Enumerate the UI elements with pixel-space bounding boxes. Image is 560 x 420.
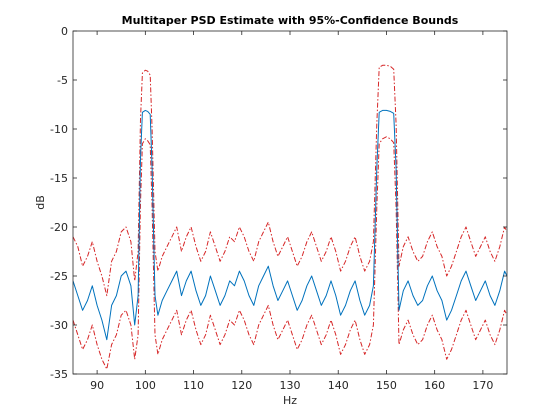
series-line-upper-bound [73,64,507,297]
x-tick-label: 100 [135,379,156,392]
x-tick-label: 170 [472,379,493,392]
y-tick-label: -15 [50,172,68,185]
x-tick-label: 150 [376,379,397,392]
plot-area [73,31,507,374]
series-layer [73,64,507,370]
x-tick-label: 130 [280,379,301,392]
chart-title: Multitaper PSD Estimate with 95%-Confide… [122,14,459,27]
y-tick-label: -25 [50,270,68,283]
x-tick-label: 110 [183,379,204,392]
y-tick-label: -10 [50,123,68,136]
x-axis-label: Hz [283,394,297,407]
x-tick-label: 160 [424,379,445,392]
x-tick-label: 140 [328,379,349,392]
axes-frame [72,30,508,375]
y-tick-label: -20 [50,221,68,234]
x-tick-label: 120 [231,379,252,392]
x-tick-label: 90 [90,379,104,392]
series-line-estimate [73,109,507,341]
y-tick-label: -5 [57,74,68,87]
y-tick-label: -30 [50,319,68,332]
y-tick-label: 0 [61,25,68,38]
y-tick-label: -35 [50,368,68,381]
ticks-layer: 90 100 110 120 130 140 150 160 170 0 -5 -10 -15 -20 -2… [50,25,507,392]
y-axis-label: dB [34,195,47,210]
series-line-lower-bound [73,136,507,370]
